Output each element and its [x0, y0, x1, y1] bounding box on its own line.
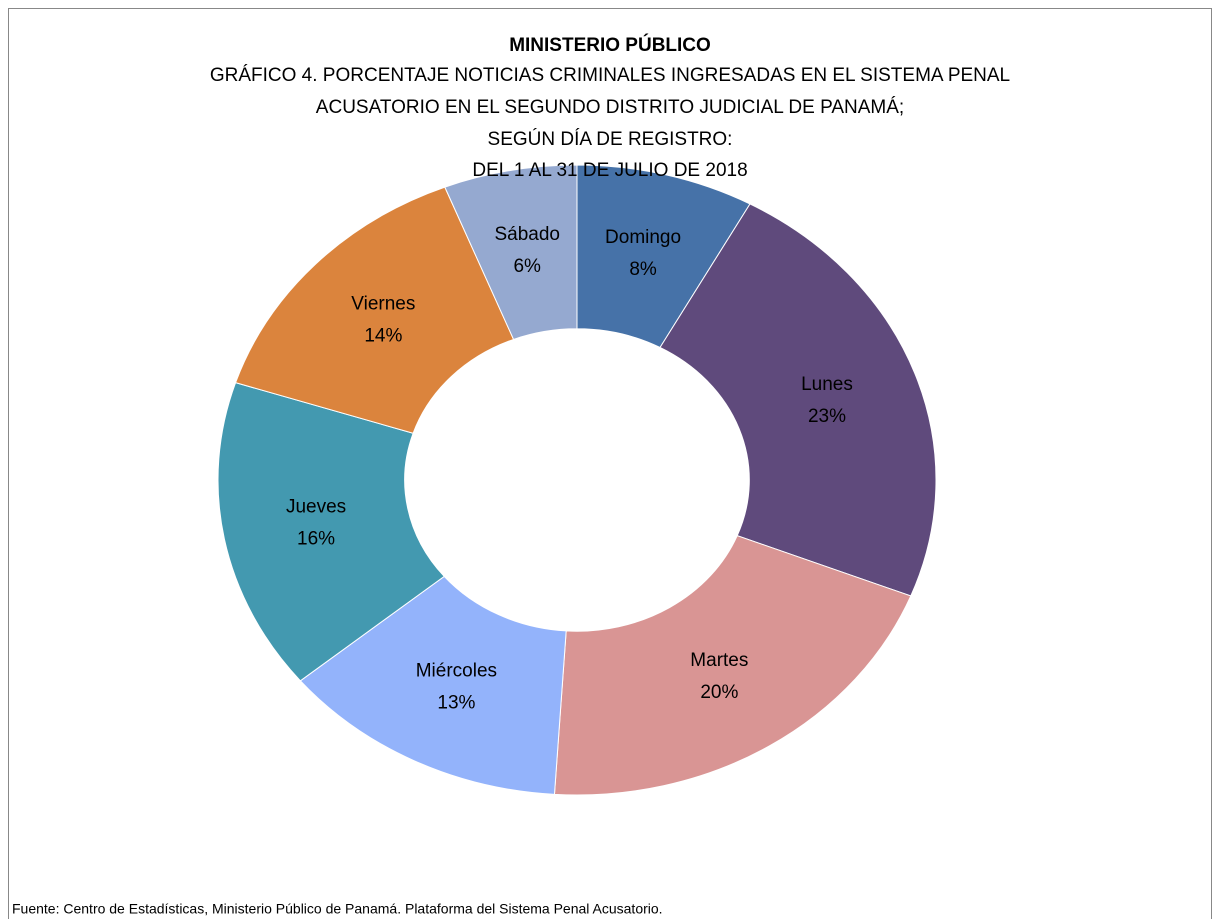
- donut-slice: [217, 382, 445, 682]
- chart-subtitle: DEL 1 AL 31 DE JULIO DE 2018: [472, 160, 747, 181]
- chart-subtitle: GRÁFICO 4. PORCENTAJE NOTICIAS CRIMINALE…: [210, 65, 1010, 86]
- slice-label: Lunes: [801, 374, 853, 395]
- slice-value: 20%: [700, 682, 738, 703]
- slice-label: Miércoles: [416, 661, 497, 682]
- slice-label: Viernes: [351, 293, 415, 314]
- slice-value: 16%: [297, 529, 335, 550]
- slice-label: Sábado: [494, 224, 560, 245]
- chart-subtitle: ACUSATORIO EN EL SEGUNDO DISTRITO JUDICI…: [316, 97, 904, 118]
- donut-slice: [444, 164, 578, 341]
- donut: Domingo 8% Lunes 23% Martes 20% Miércoles 13% Ju…: [217, 164, 937, 796]
- donut-slice: [234, 186, 515, 434]
- slice-label: Domingo: [605, 227, 681, 248]
- slice-value: 23%: [808, 406, 846, 427]
- chart-title: MINISTERIO PÚBLICO: [509, 34, 711, 56]
- slice-value: 8%: [629, 259, 657, 280]
- source-note: Fuente: Centro de Estadísticas, Minister…: [12, 901, 663, 917]
- donut-slice: [553, 535, 912, 796]
- slice-label: Jueves: [286, 497, 346, 518]
- chart-subtitle: SEGÚN DÍA DE REGISTRO:: [488, 128, 733, 150]
- donut-slice: [659, 203, 937, 597]
- slice-value: 13%: [437, 693, 475, 714]
- slice-label: Martes: [690, 650, 748, 671]
- slice-value: 14%: [364, 325, 402, 346]
- donut-slice: [299, 575, 567, 795]
- slice-value: 6%: [513, 256, 541, 277]
